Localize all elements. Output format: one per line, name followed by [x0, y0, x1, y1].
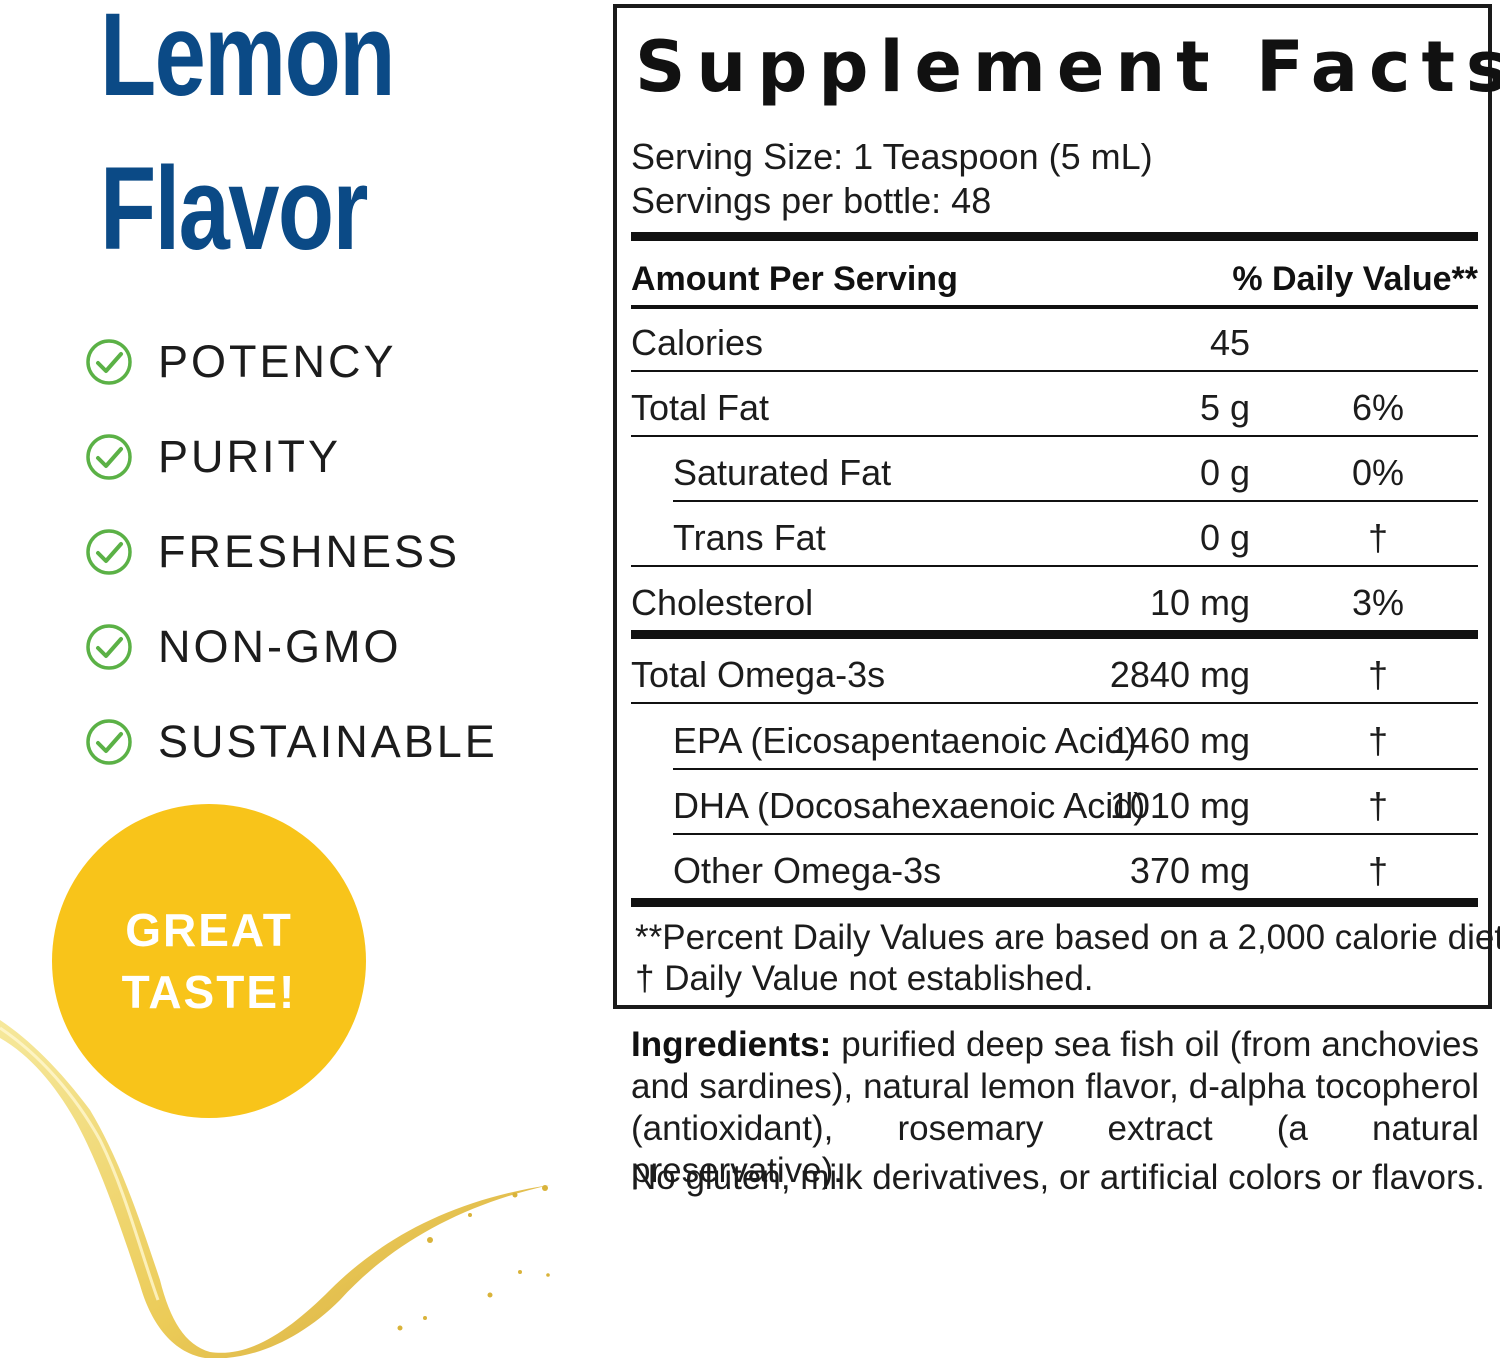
nutrient-name: DHA (Docosahexaenoic Acid) [673, 785, 1146, 826]
benefit-item: PURITY [84, 409, 498, 504]
row-divider [631, 702, 1478, 704]
nutrient-amount: 2840 mg [1109, 654, 1250, 695]
nutrient-dv: 0% [1351, 452, 1405, 493]
thick-divider [631, 630, 1478, 639]
free-from-statement: No gluten, milk derivatives, or artifici… [631, 1158, 1485, 1197]
row-divider [631, 565, 1478, 567]
daily-value-label: % Daily Value** [1232, 260, 1478, 298]
benefit-label: SUSTAINABLE [158, 715, 498, 767]
nutrient-amount: 45 [1209, 322, 1250, 363]
benefit-item: SUSTAINABLE [84, 694, 498, 789]
supplement-facts-panel: Supplement Facts Serving Size: 1 Teaspoo… [613, 4, 1500, 1009]
nutrient-amount: 1460 mg [1109, 720, 1250, 761]
benefit-item: FRESHNESS [84, 504, 498, 599]
check-circle-icon [86, 338, 132, 385]
not-established-footnote: † Daily Value not established. [635, 959, 1094, 998]
benefit-label: POTENCY [158, 335, 397, 387]
nutrient-name: Trans Fat [673, 517, 826, 558]
nutrient-name: EPA (Eicosapentaenoic Acid) [673, 720, 1137, 761]
benefit-label: PURITY [158, 430, 342, 482]
nutrient-name: Calories [631, 322, 764, 363]
nutrient-amount: 370 mg [1129, 850, 1250, 891]
benefit-item: NON-GMO [84, 599, 498, 694]
check-circle-icon [86, 623, 132, 670]
nutrient-dv: † [1367, 720, 1389, 761]
ingredients-text: Ingredients: purified deep sea fish oil … [631, 1024, 1479, 1192]
nutrient-name: Saturated Fat [673, 452, 892, 493]
ingredients-list: purified deep sea fish oil (from anchovi… [631, 1025, 1479, 1190]
nutrient-name: Other Omega-3s [673, 850, 942, 891]
facts-row: Calories 45 [631, 308, 1478, 372]
marketing-panel: Lemon Flavor POTENCY PURITY FRESHNESS NO… [0, 0, 600, 1358]
facts-row: Cholesterol 10 mg 3% [631, 568, 1478, 632]
facts-row: Other Omega-3s 370 mg † [631, 836, 1478, 900]
benefit-item: POTENCY [84, 314, 498, 409]
facts-row: DHA (Docosahexaenoic Acid) 1010 mg † [631, 771, 1478, 835]
facts-title: Supplement Facts [635, 26, 1500, 108]
oil-splash-image [0, 1020, 550, 1358]
nutrient-name: Cholesterol [631, 582, 814, 623]
nutrient-dv: † [1367, 785, 1389, 826]
benefit-label: FRESHNESS [158, 525, 461, 577]
amount-per-serving-label: Amount Per Serving [631, 260, 958, 298]
row-divider [673, 833, 1478, 835]
row-divider [631, 370, 1478, 372]
headline-line-2: Flavor [100, 143, 368, 275]
daily-value-footnote: **Percent Daily Values are based on a 2,… [635, 918, 1500, 957]
nutrient-amount: 5 g [1199, 387, 1250, 428]
nutrient-name: Total Fat [631, 387, 770, 428]
facts-row: Total Fat 5 g 6% [631, 373, 1478, 437]
badge-line-2: TASTE! [121, 966, 297, 1018]
row-divider [673, 768, 1478, 770]
facts-header: Amount Per Serving % Daily Value** [631, 248, 1478, 308]
facts-row: EPA (Eicosapentaenoic Acid) 1460 mg † [631, 706, 1478, 770]
check-circle-icon [86, 718, 132, 765]
nutrient-name: Total Omega-3s [631, 654, 886, 695]
nutrient-amount: 0 g [1199, 452, 1250, 493]
thick-divider [631, 232, 1478, 241]
nutrient-amount: 0 g [1199, 517, 1250, 558]
thick-divider [631, 898, 1478, 907]
benefits-list: POTENCY PURITY FRESHNESS NON-GMO SUSTAIN… [84, 314, 498, 789]
nutrient-amount: 1010 mg [1109, 785, 1250, 826]
row-divider [631, 435, 1478, 437]
serving-size: Serving Size: 1 Teaspoon (5 mL) [631, 136, 1153, 177]
nutrient-dv: † [1367, 850, 1389, 891]
ingredients-label: Ingredients: [631, 1025, 832, 1064]
nutrient-dv: † [1367, 517, 1389, 558]
nutrient-dv: 3% [1351, 582, 1405, 623]
servings-per-bottle: Servings per bottle: 48 [631, 180, 992, 221]
header-divider [631, 305, 1478, 309]
great-taste-badge: GREAT TASTE! [52, 804, 366, 1118]
facts-row: Total Omega-3s 2840 mg † [631, 640, 1478, 704]
check-circle-icon [86, 528, 132, 575]
facts-row: Saturated Fat 0 g 0% [631, 438, 1478, 502]
benefit-label: NON-GMO [158, 620, 402, 672]
nutrient-dv: † [1367, 654, 1389, 695]
headline-line-1: Lemon [100, 0, 395, 121]
check-circle-icon [86, 433, 132, 480]
nutrient-amount: 10 mg [1149, 582, 1250, 623]
facts-row: Trans Fat 0 g † [631, 503, 1478, 567]
badge-line-1: GREAT [125, 904, 293, 956]
nutrient-dv: 6% [1351, 387, 1405, 428]
row-divider [673, 500, 1478, 502]
